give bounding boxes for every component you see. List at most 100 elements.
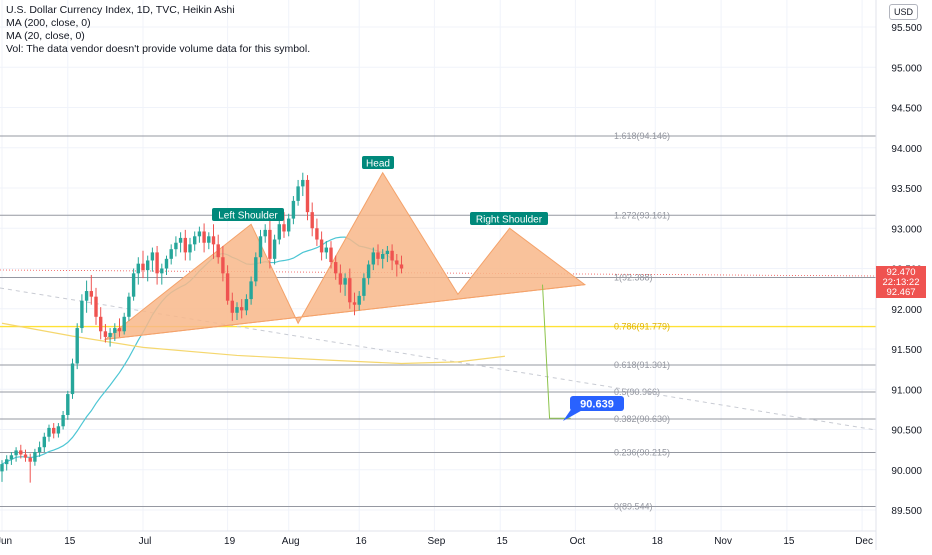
candle-body[interactable]	[197, 231, 202, 237]
ma20-legend[interactable]: MA (20, close, 0)	[6, 30, 85, 42]
candle-body[interactable]	[188, 244, 192, 253]
ma200-legend[interactable]: MA (200, close, 0)	[6, 17, 91, 29]
candle-body[interactable]	[207, 236, 211, 243]
candle-body[interactable]	[221, 257, 225, 274]
candle-body[interactable]	[399, 264, 404, 269]
candle-body[interactable]	[80, 300, 84, 329]
candle-body[interactable]	[371, 252, 375, 265]
candle-body[interactable]	[164, 258, 169, 269]
candle-body[interactable]	[160, 268, 164, 274]
candle-body[interactable]	[287, 218, 291, 232]
candle-body[interactable]	[305, 179, 310, 213]
candle-body[interactable]	[19, 450, 23, 455]
candle-body[interactable]	[202, 231, 206, 243]
candle-body[interactable]	[211, 236, 216, 245]
head-and-shoulders-pattern[interactable]	[103, 171, 587, 419]
left-shoulder-label[interactable]: Left Shoulder	[212, 208, 284, 222]
candle-body[interactable]	[127, 296, 131, 317]
candle-body[interactable]	[61, 415, 65, 427]
candle-body[interactable]	[395, 260, 399, 265]
candle-body[interactable]	[33, 452, 37, 462]
candle-body[interactable]	[319, 239, 324, 253]
candle-body[interactable]	[362, 278, 366, 296]
candle-body[interactable]	[244, 299, 249, 311]
candle-body[interactable]	[37, 447, 42, 453]
candle-body[interactable]	[113, 328, 117, 333]
candle-body[interactable]	[249, 281, 253, 300]
candle-body[interactable]	[258, 236, 263, 258]
candle-body[interactable]	[108, 332, 112, 337]
candle-body[interactable]	[178, 237, 183, 243]
candle-body[interactable]	[99, 316, 103, 332]
candle-body[interactable]	[225, 273, 230, 301]
candle-body[interactable]	[75, 328, 79, 364]
candle-body[interactable]	[84, 291, 89, 301]
candle-body[interactable]	[146, 260, 150, 271]
candle-body[interactable]	[385, 250, 390, 255]
candle-body[interactable]	[94, 296, 98, 317]
candle-body[interactable]	[272, 239, 277, 259]
candle-body[interactable]	[366, 264, 371, 279]
candle-body[interactable]	[282, 224, 286, 232]
candle-body[interactable]	[240, 307, 244, 311]
candle-body[interactable]	[70, 363, 75, 395]
candle-body[interactable]	[381, 254, 385, 259]
candle-body[interactable]	[230, 300, 234, 313]
candle-body[interactable]	[357, 295, 361, 305]
candle-body[interactable]	[103, 331, 108, 337]
neckline[interactable]	[105, 284, 585, 340]
candle-body[interactable]	[216, 244, 220, 258]
candle-body[interactable]	[122, 316, 126, 332]
candle-body[interactable]	[9, 455, 14, 460]
candle-body[interactable]	[334, 262, 338, 274]
candle-body[interactable]	[268, 229, 272, 259]
projection-line[interactable]	[542, 284, 571, 419]
candle-body[interactable]	[42, 436, 46, 448]
candle-body[interactable]	[291, 200, 296, 219]
candle-body[interactable]	[343, 278, 347, 285]
candle-body[interactable]	[47, 427, 51, 437]
candle-body[interactable]	[296, 186, 300, 201]
candles[interactable]	[0, 172, 404, 483]
candle-body[interactable]	[315, 228, 319, 240]
candle-body[interactable]	[150, 252, 155, 261]
candle-body[interactable]	[56, 426, 61, 434]
candle-body[interactable]	[174, 242, 178, 250]
candle-body[interactable]	[117, 328, 122, 332]
candle-body[interactable]	[141, 263, 145, 271]
candle-body[interactable]	[235, 307, 239, 313]
candle-body[interactable]	[390, 250, 394, 261]
head-label[interactable]: Head	[362, 156, 394, 170]
candle-body[interactable]	[376, 252, 380, 259]
candle-body[interactable]	[338, 273, 343, 285]
candle-body[interactable]	[5, 459, 9, 465]
candle-body[interactable]	[277, 224, 281, 240]
candle-body[interactable]	[301, 179, 305, 187]
candle-body[interactable]	[155, 252, 159, 274]
chart-title[interactable]: U.S. Dollar Currency Index, 1D, TVC, Hei…	[6, 4, 235, 16]
candle-body[interactable]	[136, 263, 140, 274]
candle-body[interactable]	[329, 247, 333, 263]
pattern-shape[interactable]	[103, 171, 587, 341]
candle-body[interactable]	[0, 464, 4, 472]
candle-body[interactable]	[310, 212, 314, 229]
candle-body[interactable]	[183, 237, 187, 253]
candle-body[interactable]	[131, 273, 136, 297]
candle-body[interactable]	[14, 450, 18, 456]
currency-button[interactable]: USD	[889, 4, 918, 20]
candle-body[interactable]	[169, 249, 173, 259]
candle-body[interactable]	[263, 229, 267, 237]
candle-body[interactable]	[254, 257, 258, 282]
candle-body[interactable]	[348, 278, 352, 303]
candle-body[interactable]	[89, 291, 93, 297]
candle-body[interactable]	[52, 427, 56, 434]
candle-body[interactable]	[352, 302, 357, 305]
candle-body[interactable]	[66, 394, 70, 416]
candle-body[interactable]	[28, 457, 32, 462]
annotations[interactable]: Left Shoulder Head Right Shoulder 90.639	[212, 156, 624, 421]
candle-body[interactable]	[193, 236, 197, 245]
candle-body[interactable]	[324, 247, 328, 253]
target-label[interactable]: 90.639	[563, 396, 624, 421]
